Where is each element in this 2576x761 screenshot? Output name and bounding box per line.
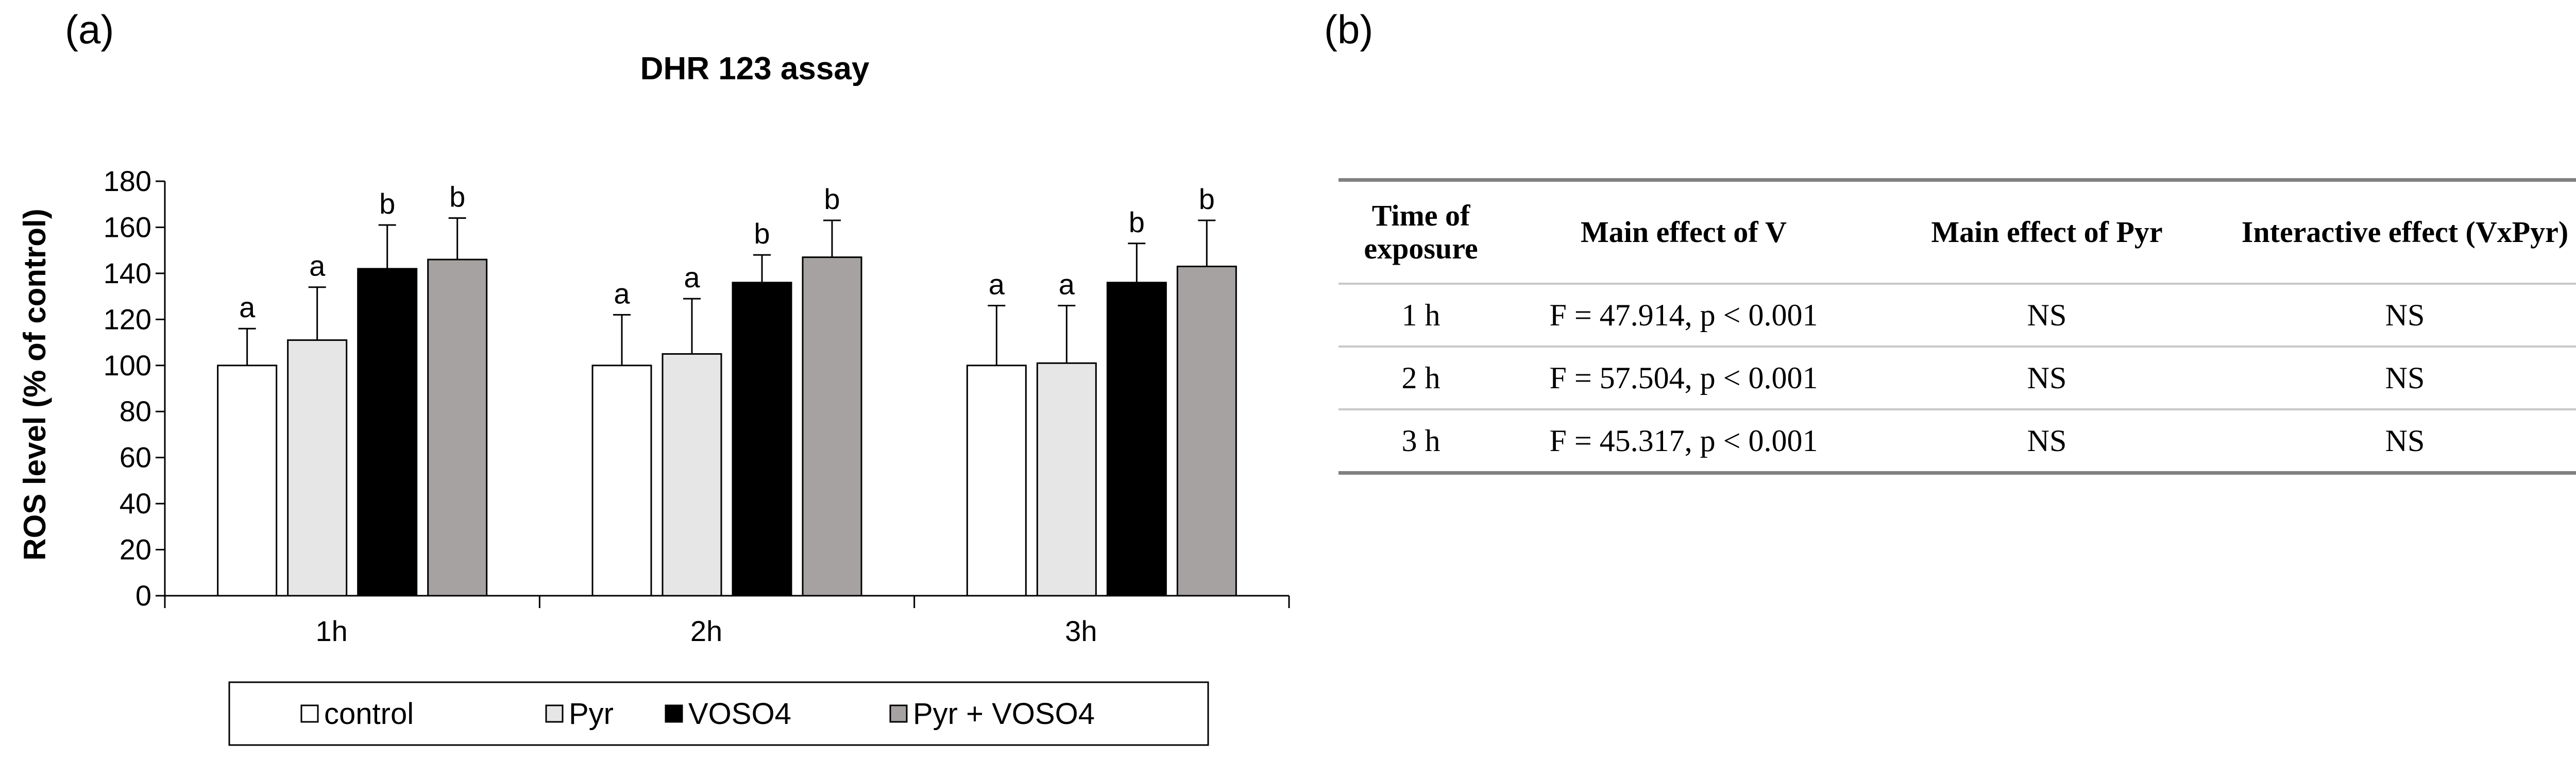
legend-label: Pyr — [569, 697, 614, 731]
plot-area: 0 20 40 60 80 100 120 140 160 180 a a b b 1h a a b b 2h a a b b… — [104, 165, 1290, 647]
significance-label: a — [239, 291, 256, 323]
bar — [966, 365, 1027, 597]
chart-title: DHR 123 assay — [640, 51, 870, 87]
significance-label: b — [754, 217, 770, 250]
significance-label: a — [309, 250, 326, 282]
table-row: 3 h F = 45.317, p < 0.001 NS NS — [1338, 409, 2576, 473]
significance-label: a — [1059, 268, 1075, 301]
panel-b-label: (b) — [1324, 7, 1374, 52]
legend-swatch — [300, 704, 319, 723]
table-header-row: Time of exposure Main effect of V Main e… — [1338, 180, 2576, 284]
bar — [591, 365, 652, 597]
cell-interactive-effect: NS — [2385, 423, 2425, 458]
bar — [662, 353, 722, 597]
bar — [732, 282, 792, 597]
cell-main-effect-pyr: NS — [2027, 360, 2067, 395]
legend-swatch — [545, 704, 564, 723]
cell-main-effect-v: F = 45.317, p < 0.001 — [1549, 423, 1818, 458]
bar — [1106, 282, 1167, 597]
y-tick-label: 180 — [104, 165, 151, 197]
bar — [1176, 265, 1237, 597]
y-tick-label: 140 — [104, 257, 151, 289]
bar-chart: DHR 123 assay ROS level (% of control) 0… — [18, 51, 1290, 746]
y-tick-label: 80 — [120, 395, 151, 427]
significance-label: a — [684, 261, 700, 293]
cell-main-effect-pyr: NS — [2027, 423, 2067, 458]
y-tick-label: 120 — [104, 303, 151, 335]
legend-swatch — [889, 704, 908, 723]
stats-table-panel: Time of exposure Main effect of V Main e… — [1338, 178, 2576, 475]
significance-label: b — [379, 187, 395, 220]
cell-time: 2 h — [1401, 360, 1440, 395]
bar — [1036, 362, 1097, 597]
significance-label: b — [449, 181, 465, 213]
y-tick-label: 60 — [120, 441, 151, 474]
cell-interactive-effect: NS — [2385, 298, 2425, 332]
cell-main-effect-v: F = 57.504, p < 0.001 — [1549, 360, 1818, 395]
x-tick-label: 3h — [1065, 615, 1097, 647]
x-tick-label: 1h — [316, 615, 348, 647]
legend-box — [228, 681, 1209, 746]
cell-time: 1 h — [1401, 298, 1440, 332]
header-time-of-exposure: Time of exposure — [1364, 199, 1478, 265]
legend: control Pyr VOSO4 Pyr + VOSO4 — [228, 681, 1209, 746]
table-row: 2 h F = 57.504, p < 0.001 NS NS — [1338, 347, 2576, 409]
bar — [217, 365, 278, 597]
table-row: 1 h F = 47.914, p < 0.001 NS NS — [1338, 284, 2576, 347]
bar — [802, 256, 862, 597]
significance-label: a — [989, 268, 1005, 301]
significance-label: b — [1199, 183, 1215, 215]
cell-main-effect-v: F = 47.914, p < 0.001 — [1549, 298, 1818, 332]
significance-label: a — [614, 277, 630, 309]
header-main-effect-pyr: Main effect of Pyr — [1931, 215, 2163, 249]
header-interactive-effect: Interactive effect (VxPyr) — [2241, 215, 2569, 249]
y-axis-label: ROS level (% of control) — [18, 209, 52, 560]
panel-a-label: (a) — [65, 7, 114, 52]
legend-label: VOSO4 — [688, 697, 791, 731]
significance-label: b — [824, 183, 840, 215]
legend-swatch — [665, 704, 683, 723]
bar — [287, 339, 348, 597]
legend-label: control — [324, 697, 414, 731]
header-main-effect-v: Main effect of V — [1581, 215, 1787, 249]
y-tick-label: 160 — [104, 211, 151, 243]
stats-table: Time of exposure Main effect of V Main e… — [1338, 178, 2576, 475]
y-tick-label: 100 — [104, 349, 151, 382]
y-tick-label: 0 — [135, 579, 151, 612]
cell-time: 3 h — [1401, 423, 1440, 458]
cell-interactive-effect: NS — [2385, 360, 2425, 395]
bar — [427, 258, 488, 597]
y-tick-label: 40 — [120, 487, 151, 520]
x-tick-label: 2h — [690, 615, 722, 647]
bar — [357, 268, 418, 597]
y-tick-label: 20 — [120, 533, 151, 566]
legend-label: Pyr + VOSO4 — [913, 697, 1095, 731]
significance-label: b — [1129, 206, 1145, 238]
cell-main-effect-pyr: NS — [2027, 298, 2067, 332]
